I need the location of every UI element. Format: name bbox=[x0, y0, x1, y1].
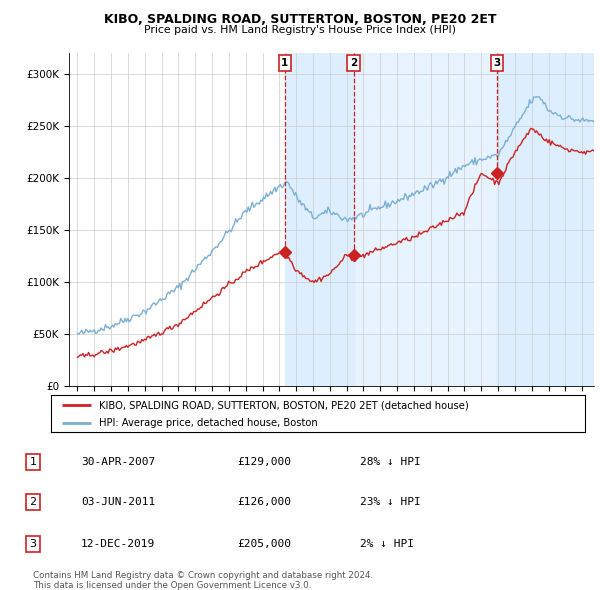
Text: 23% ↓ HPI: 23% ↓ HPI bbox=[360, 497, 421, 507]
Bar bbox=[354, 53, 497, 386]
Text: 3: 3 bbox=[494, 58, 501, 68]
Text: KIBO, SPALDING ROAD, SUTTERTON, BOSTON, PE20 2ET: KIBO, SPALDING ROAD, SUTTERTON, BOSTON, … bbox=[104, 13, 496, 26]
Text: KIBO, SPALDING ROAD, SUTTERTON, BOSTON, PE20 2ET (detached house): KIBO, SPALDING ROAD, SUTTERTON, BOSTON, … bbox=[99, 400, 469, 410]
Text: 1: 1 bbox=[281, 58, 289, 68]
Text: 2: 2 bbox=[29, 497, 37, 507]
Text: This data is licensed under the Open Government Licence v3.0.: This data is licensed under the Open Gov… bbox=[33, 581, 311, 590]
Text: 03-JUN-2011: 03-JUN-2011 bbox=[81, 497, 155, 507]
Text: 12-DEC-2019: 12-DEC-2019 bbox=[81, 539, 155, 549]
Text: 30-APR-2007: 30-APR-2007 bbox=[81, 457, 155, 467]
Text: 3: 3 bbox=[29, 539, 37, 549]
Text: £126,000: £126,000 bbox=[237, 497, 291, 507]
Text: HPI: Average price, detached house, Boston: HPI: Average price, detached house, Bost… bbox=[99, 418, 318, 428]
Bar bbox=[497, 53, 594, 386]
Text: Contains HM Land Registry data © Crown copyright and database right 2024.: Contains HM Land Registry data © Crown c… bbox=[33, 571, 373, 580]
Text: Price paid vs. HM Land Registry's House Price Index (HPI): Price paid vs. HM Land Registry's House … bbox=[144, 25, 456, 35]
Text: £129,000: £129,000 bbox=[237, 457, 291, 467]
Text: 2% ↓ HPI: 2% ↓ HPI bbox=[360, 539, 414, 549]
Text: 28% ↓ HPI: 28% ↓ HPI bbox=[360, 457, 421, 467]
Bar bbox=[285, 53, 354, 386]
Text: 2: 2 bbox=[350, 58, 358, 68]
Text: £205,000: £205,000 bbox=[237, 539, 291, 549]
Text: 1: 1 bbox=[29, 457, 37, 467]
